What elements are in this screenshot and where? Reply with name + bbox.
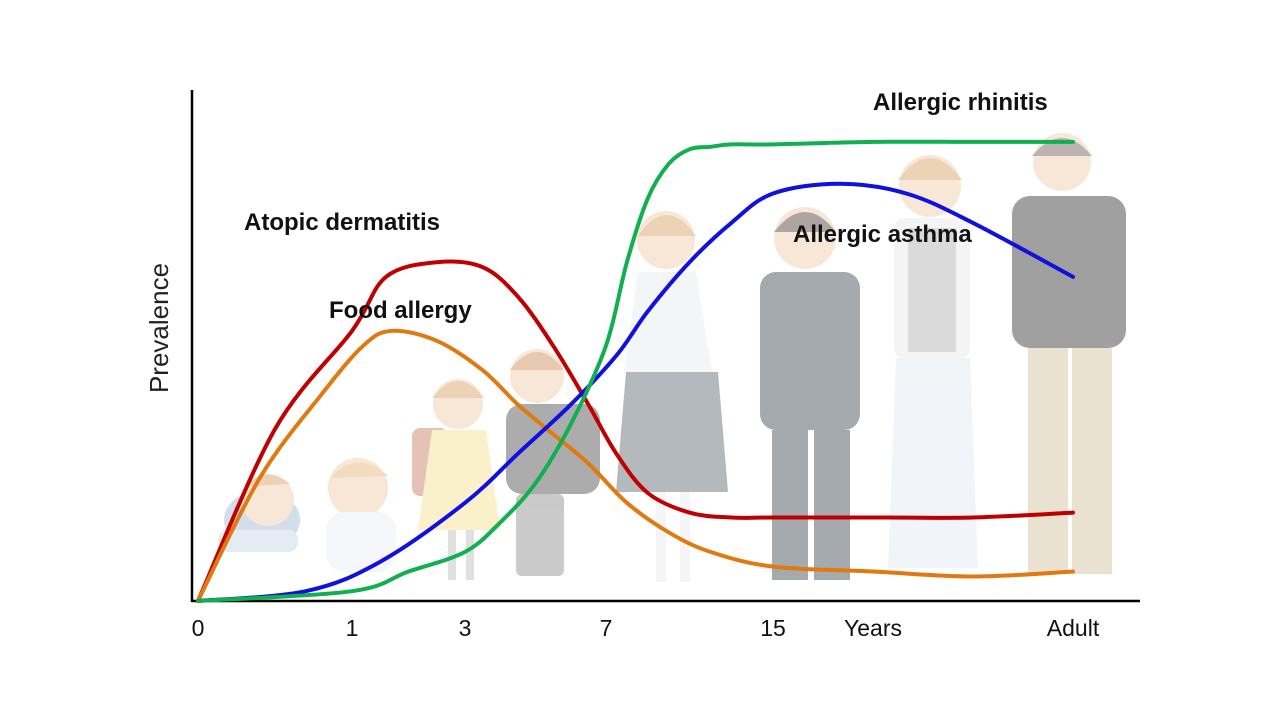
series-line-allergic-asthma	[196, 181, 1075, 603]
series-line-allergic-rhinitis	[196, 139, 1075, 603]
y-axis-label: Prevalence	[144, 263, 174, 393]
x-tick-labels: 0 1 3 7 15 Years Adult	[192, 615, 1100, 641]
young-woman-figure	[888, 155, 978, 568]
crawling-baby-figure	[218, 474, 300, 552]
annotation-food-allergy: Food allergy	[329, 297, 472, 324]
sitting-baby-figure	[326, 458, 396, 572]
adult-man-figure	[1012, 133, 1126, 574]
preschool-girl-figure	[412, 379, 500, 580]
series-layer	[196, 139, 1075, 603]
x-tick-label: 1	[346, 615, 359, 641]
x-tick-label: 3	[459, 615, 472, 641]
teen-boy-figure	[760, 207, 860, 580]
x-tick-label: 7	[600, 615, 613, 641]
series-line-food-allergy	[196, 328, 1075, 603]
x-tick-label: Adult	[1047, 615, 1100, 641]
annotation-allergic-asthma: Allergic asthma	[793, 221, 972, 248]
x-tick-label: 0	[192, 615, 205, 641]
annotation-allergic-rhinitis: Allergic rhinitis	[873, 89, 1048, 116]
x-tick-label: 15	[760, 615, 786, 641]
schoolboy-figure	[506, 349, 600, 576]
schoolgirl-figure	[616, 211, 728, 582]
age-illustration	[218, 133, 1126, 582]
annotation-atopic-dermatitis: Atopic dermatitis	[244, 209, 440, 236]
x-tick-label: Years	[844, 615, 902, 641]
